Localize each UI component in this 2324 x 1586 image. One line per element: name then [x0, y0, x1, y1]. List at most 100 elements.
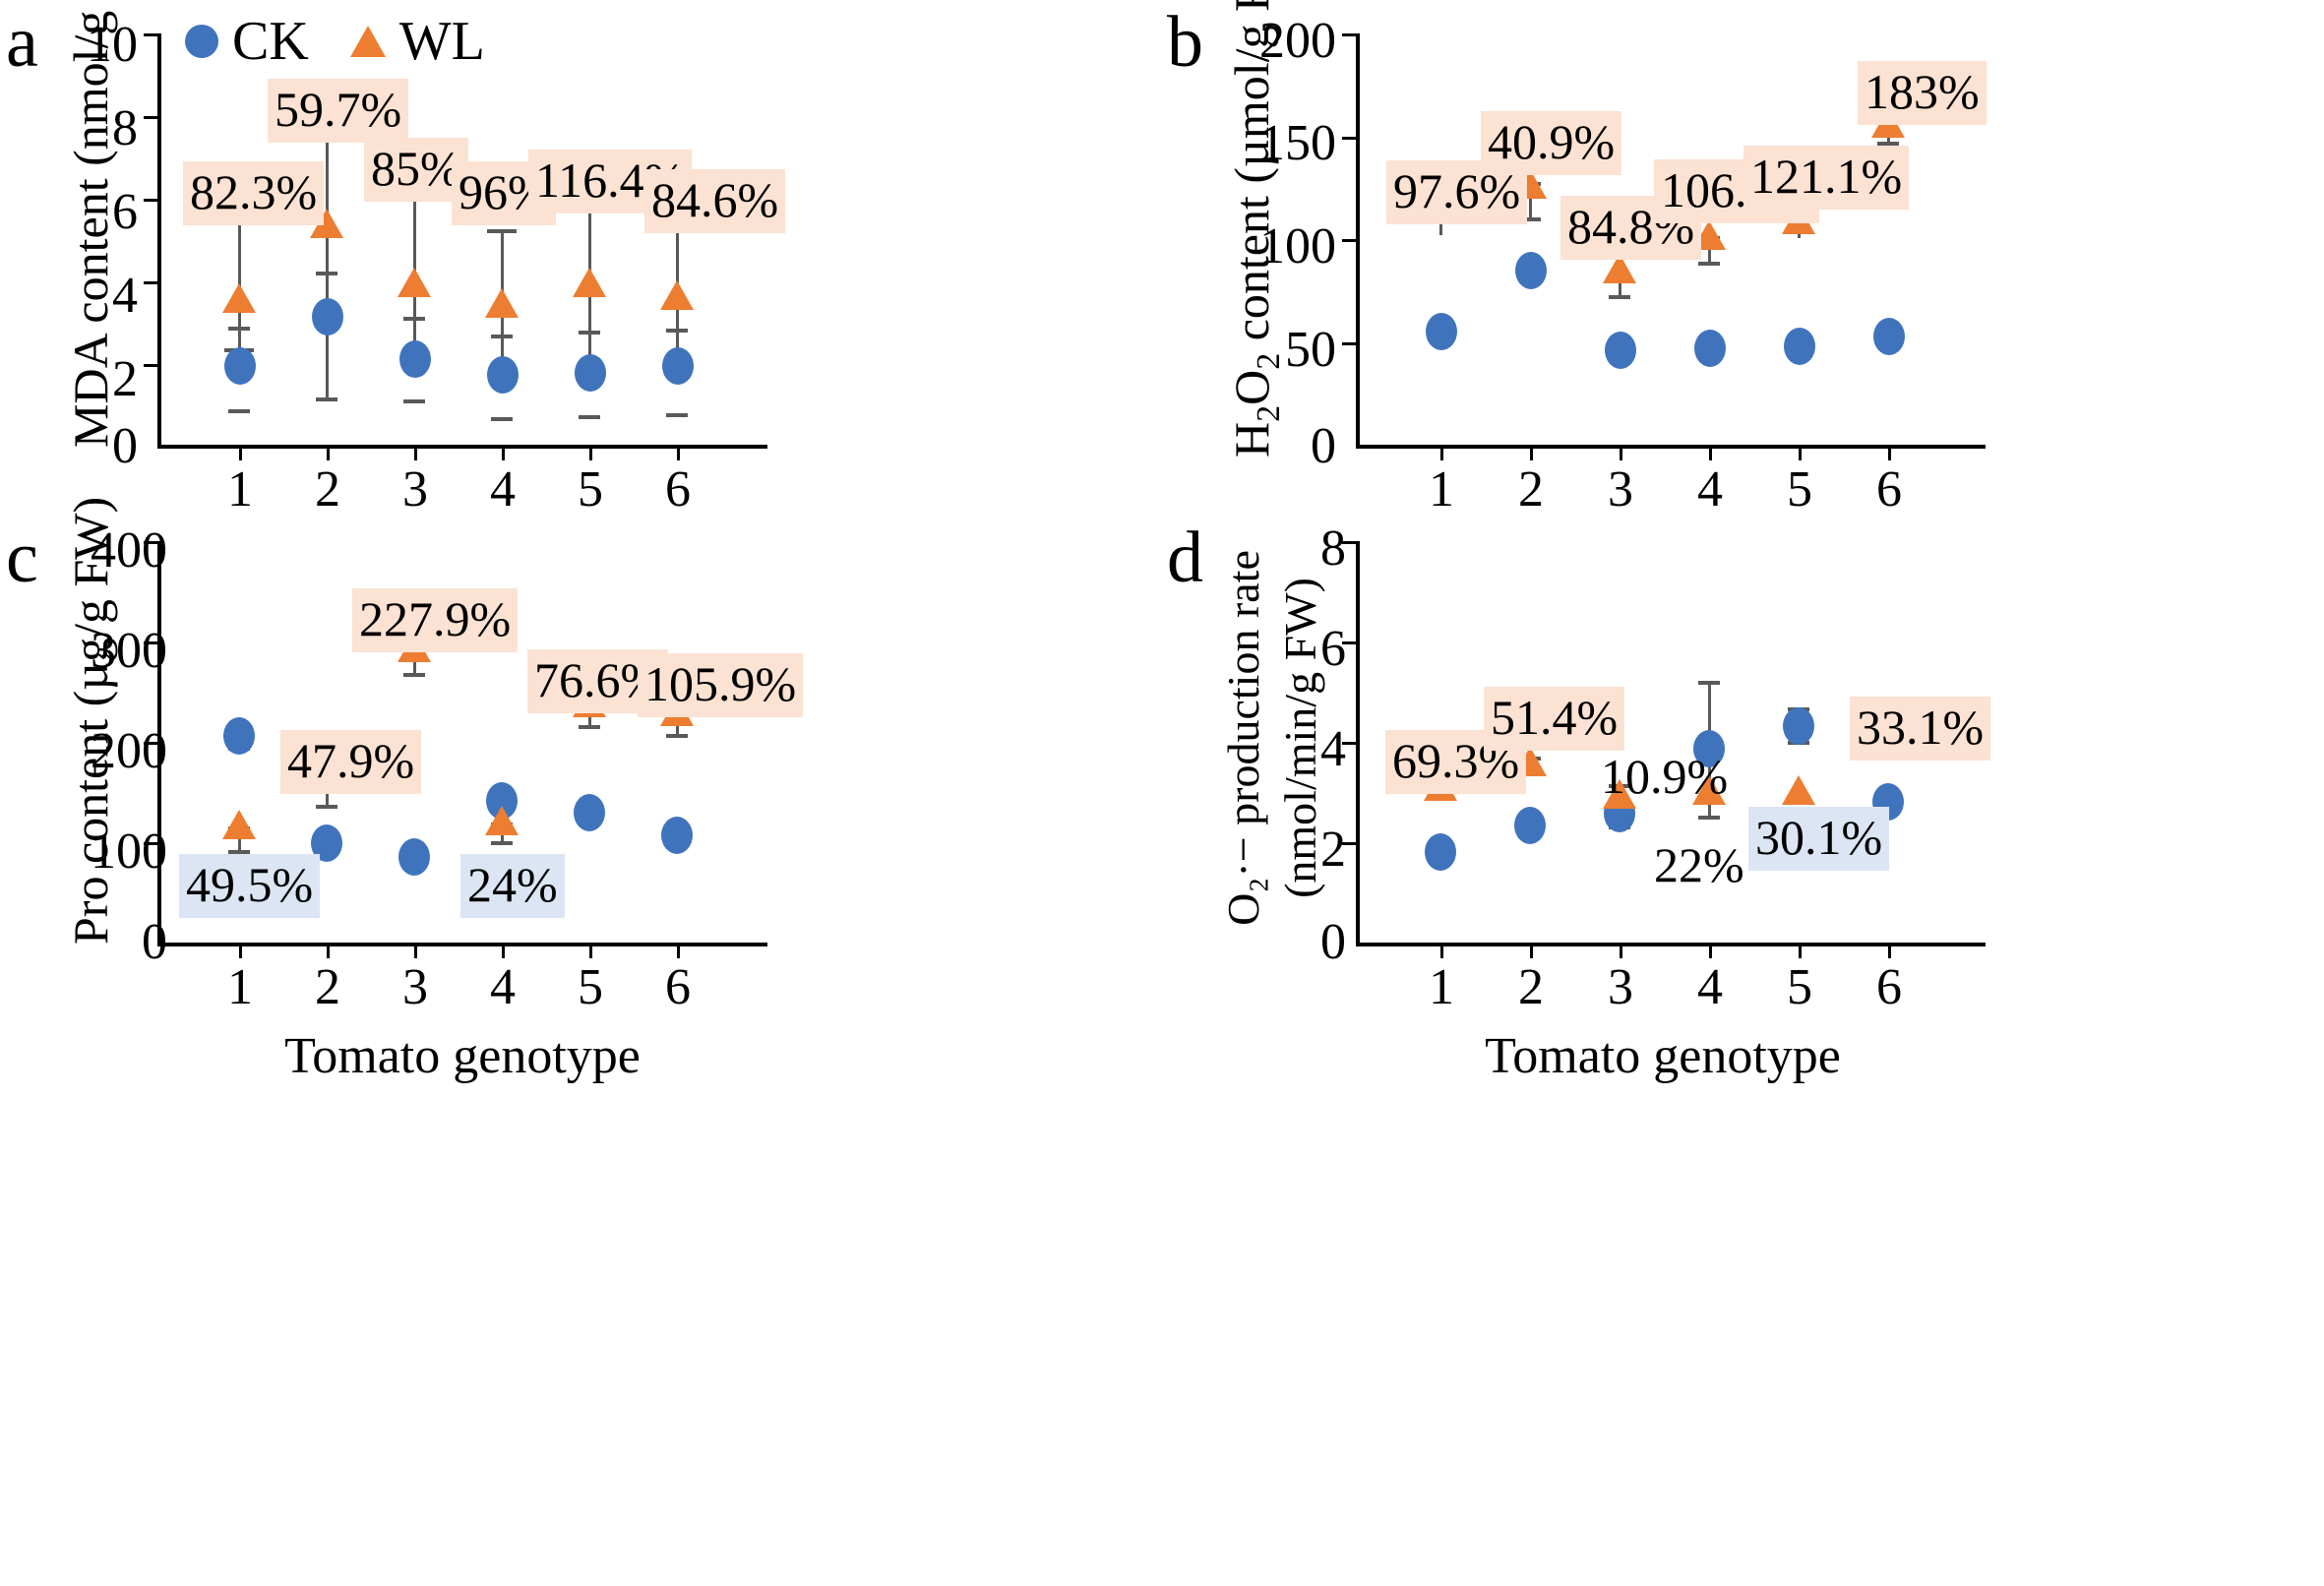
panel-d-yaxis	[1356, 541, 1360, 945]
panel-c-letter: c	[6, 518, 38, 598]
pct-annotation: 121.1%	[1743, 146, 1910, 210]
errorbar	[501, 295, 504, 386]
panel-b-ylabel-sub1: 2	[1251, 404, 1287, 422]
panel-a-xtick-1: 1	[227, 461, 253, 518]
errorbar-cap	[1698, 816, 1720, 820]
panel-a-ytick-mark	[144, 281, 159, 284]
data-point-ck	[1425, 833, 1456, 871]
panel-c-xtick-mark	[589, 943, 592, 958]
panel-b-ytick-0: 0	[1311, 418, 1336, 474]
panel-b-ytick-mark	[1342, 239, 1358, 242]
panel-a-xtick-6: 6	[665, 461, 691, 518]
data-point-wl	[222, 810, 256, 839]
panel-d-xtick-mark	[1620, 943, 1622, 958]
panel-a-xtick-mark	[327, 445, 330, 460]
panel-c-xtick-5: 5	[578, 959, 603, 1015]
errorbar-cap	[316, 805, 337, 809]
panel-a-xtick-2: 2	[315, 461, 340, 518]
data-point-ck	[1605, 332, 1636, 369]
panel-b-letter: b	[1167, 2, 1203, 83]
panel-a-ytick-6: 6	[112, 184, 138, 240]
data-point-ck	[1426, 313, 1457, 350]
data-point-wl	[573, 268, 606, 297]
legend-wl-icon	[349, 26, 386, 57]
panel-c-xtick-mark	[327, 943, 330, 958]
legend-wl-label: WL	[398, 11, 485, 72]
panel-d-ytick-mark	[1342, 842, 1358, 845]
panel-b-xtick-4: 4	[1697, 461, 1723, 518]
panel-a-ytick-8: 8	[112, 100, 138, 156]
pct-annotation: 10.9%	[1601, 749, 1729, 804]
panel-c-xtick-4: 4	[490, 959, 516, 1015]
panel-b-xaxis	[1356, 445, 1986, 449]
panel-a-ytick-mark	[144, 33, 159, 36]
panel-c: c Pro content (µg/g FW) 400 300 200 100 …	[0, 497, 1161, 1586]
panel-b-ytick-150: 150	[1259, 115, 1336, 171]
panel-c-ytick-mark	[144, 641, 159, 644]
data-point-ck	[1514, 807, 1546, 844]
panel-d-xtick-6: 6	[1876, 959, 1902, 1015]
panel-d-ylabel-line1: O₂·− production rate	[1218, 550, 1268, 926]
panel-b-xtick-2: 2	[1518, 461, 1544, 518]
panel-c-yaxis	[157, 541, 161, 945]
errorbar-cap	[228, 850, 250, 854]
panel-b-xtick-mark	[1440, 445, 1443, 460]
errorbar-cap	[403, 673, 425, 677]
panel-d-ytick-mark	[1342, 641, 1358, 644]
panel-b-yaxis	[1356, 33, 1360, 447]
panel-a-xtick-mark	[502, 445, 505, 460]
panel-c-ytick-mark	[144, 842, 159, 845]
errorbar	[326, 781, 329, 807]
panel-d-xaxis	[1356, 943, 1986, 946]
panel-d-xtick-mark	[1888, 943, 1891, 958]
errorbar-cap	[491, 417, 513, 421]
panel-c-ytick-100: 100	[91, 824, 167, 880]
panel-d-ytick-8: 8	[1320, 520, 1346, 577]
pct-annotation: 49.5%	[179, 854, 321, 918]
panel-b: b H2O2 content (µmol/g FW) 200 150 100 5…	[1161, 0, 2324, 516]
panel-d-ytick-2: 2	[1320, 822, 1346, 878]
panel-c-ytick-0: 0	[142, 914, 167, 970]
errorbar	[238, 207, 241, 350]
errorbar-cap	[403, 317, 425, 321]
panel-a-xtick-5: 5	[578, 461, 603, 518]
panel-d-xlabel: Tomato genotype	[1485, 1028, 1841, 1084]
errorbar	[238, 826, 241, 852]
panel-d-ytick-6: 6	[1320, 621, 1346, 677]
panel-c-xaxis	[157, 943, 767, 946]
errorbar-cap	[666, 734, 688, 738]
panel-a-xtick-mark	[677, 445, 680, 460]
data-point-ck	[224, 347, 256, 385]
panel-c-ytick-300: 300	[91, 623, 167, 679]
errorbar-cap	[666, 329, 688, 333]
panel-a-ytick-2: 2	[112, 351, 138, 407]
panel-b-ytick-mark	[1342, 342, 1358, 345]
pct-annotation: 40.9%	[1481, 111, 1622, 175]
panel-b-xtick-3: 3	[1608, 461, 1633, 518]
errorbar	[676, 285, 679, 382]
panel-c-xtick-mark	[502, 943, 505, 958]
panel-a-xaxis	[157, 445, 767, 449]
panel-d-ytick-mark	[1342, 541, 1358, 544]
errorbar-cap	[487, 229, 517, 233]
errorbar-cap	[666, 413, 688, 417]
data-point-wl	[1782, 775, 1815, 805]
data-point-ck	[1783, 707, 1814, 745]
data-point-ck	[398, 838, 430, 876]
panel-a-xtick-3: 3	[402, 461, 428, 518]
pct-annotation: 227.9%	[352, 588, 519, 652]
data-point-ck	[487, 356, 519, 394]
pct-annotation: 84.6%	[644, 169, 786, 233]
panel-c-xtick-1: 1	[227, 959, 253, 1015]
data-point-ck	[399, 340, 431, 378]
errorbar-cap	[579, 331, 600, 335]
panel-d: d O₂·− production rate (nmol/min/g FW) 8…	[1161, 512, 2324, 1586]
panel-b-xtick-5: 5	[1787, 461, 1812, 518]
panel-d-xtick-4: 4	[1697, 959, 1723, 1015]
data-point-ck	[1873, 318, 1905, 355]
data-point-ck	[223, 717, 255, 755]
data-point-ck	[312, 298, 343, 336]
pct-annotation: 85%	[364, 138, 468, 202]
pct-annotation: 84.8%	[1560, 196, 1702, 260]
pct-annotation: 105.9%	[638, 653, 804, 717]
